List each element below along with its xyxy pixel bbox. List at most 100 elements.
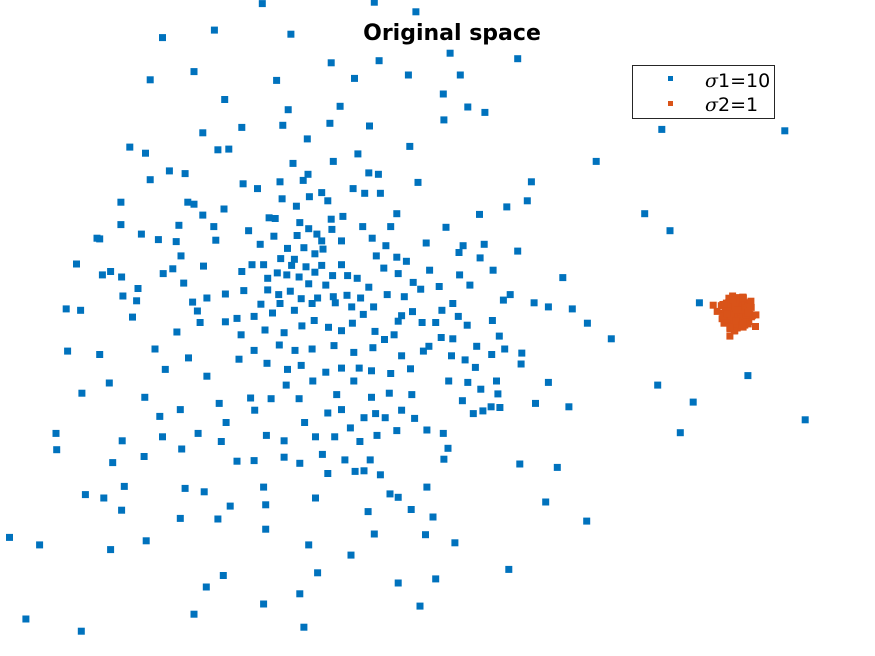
scatter-point-series-1 xyxy=(425,342,433,350)
scatter-point-series-1 xyxy=(365,283,373,291)
scatter-point-series-1 xyxy=(324,197,332,205)
scatter-point-series-1 xyxy=(303,135,311,143)
scatter-point-series-1 xyxy=(744,372,752,380)
scatter-point-series-1 xyxy=(423,483,431,491)
scatter-point-series-1 xyxy=(184,198,192,206)
scatter-point-series-1 xyxy=(459,242,467,250)
scatter-point-series-1 xyxy=(422,239,430,247)
scatter-point-series-1 xyxy=(432,575,440,583)
scatter-point-series-1 xyxy=(304,170,312,178)
scatter-point-series-1 xyxy=(278,195,286,203)
scatter-point-series-1 xyxy=(296,219,304,227)
scatter-point-series-1 xyxy=(419,347,427,355)
scatter-point-series-1 xyxy=(375,57,383,65)
scatter-point-series-1 xyxy=(280,329,288,337)
scatter-point-series-1 xyxy=(505,565,513,573)
scatter-point-series-1 xyxy=(220,205,228,213)
scatter-point-series-1 xyxy=(159,433,166,441)
scatter-point-series-1 xyxy=(695,299,703,307)
scatter-point-series-1 xyxy=(394,270,402,278)
scatter-point-series-1 xyxy=(172,238,180,246)
scatter-point-series-2 xyxy=(739,306,747,314)
scatter-point-series-1 xyxy=(347,551,355,559)
scatter-point-series-1 xyxy=(514,247,522,255)
scatter-point-series-1 xyxy=(36,541,44,549)
scatter-point-series-1 xyxy=(190,200,198,208)
scatter-point-series-1 xyxy=(676,429,684,437)
scatter-point-series-1 xyxy=(338,327,345,335)
scatter-point-series-1 xyxy=(226,502,234,510)
scatter-point-series-2 xyxy=(752,311,760,319)
scatter-point-series-1 xyxy=(77,627,85,635)
scatter-point-series-1 xyxy=(322,368,330,376)
scatter-point-series-1 xyxy=(289,159,297,167)
scatter-point-series-1 xyxy=(159,270,167,278)
scatter-point-series-1 xyxy=(463,321,471,329)
scatter-point-series-1 xyxy=(318,189,326,197)
scatter-point-series-1 xyxy=(318,261,326,269)
scatter-point-series-1 xyxy=(398,352,406,360)
scatter-point-series-1 xyxy=(276,178,284,186)
scatter-point-series-1 xyxy=(264,274,272,282)
scatter-point-series-2 xyxy=(727,312,735,320)
scatter-point-series-2 xyxy=(723,310,731,318)
scatter-point-series-1 xyxy=(400,293,408,301)
scatter-point-series-1 xyxy=(200,488,208,496)
scatter-point-series-1 xyxy=(440,116,448,124)
scatter-point-series-1 xyxy=(432,319,440,326)
scatter-point-series-1 xyxy=(494,390,502,398)
scatter-point-series-1 xyxy=(156,412,164,420)
scatter-point-series-1 xyxy=(442,223,450,231)
scatter-point-series-1 xyxy=(360,414,368,422)
scatter-point-series-2 xyxy=(735,312,742,320)
scatter-point-series-1 xyxy=(210,223,218,231)
scatter-point-series-1 xyxy=(461,356,469,364)
scatter-point-series-1 xyxy=(238,123,246,131)
scatter-point-series-1 xyxy=(517,360,525,368)
scatter-point-series-1 xyxy=(262,525,270,533)
scatter-point-series-2 xyxy=(744,308,752,316)
scatter-point-series-1 xyxy=(456,271,464,279)
scatter-point-series-1 xyxy=(516,460,524,468)
scatter-point-series-2 xyxy=(752,323,759,330)
scatter-point-series-1 xyxy=(217,438,225,445)
scatter-point-series-1 xyxy=(199,129,207,137)
scatter-point-series-1 xyxy=(423,426,431,434)
plot-area xyxy=(6,0,809,635)
scatter-point-series-1 xyxy=(297,295,305,303)
scatter-point-series-1 xyxy=(471,363,479,371)
scatter-point-series-1 xyxy=(411,414,419,422)
scatter-point-series-1 xyxy=(477,385,485,393)
scatter-point-series-2 xyxy=(745,303,753,311)
scatter-point-series-1 xyxy=(394,317,402,325)
scatter-point-series-1 xyxy=(393,427,401,435)
scatter-point-series-1 xyxy=(386,490,394,498)
scatter-point-series-1 xyxy=(271,215,279,222)
scatter-point-series-1 xyxy=(469,410,477,418)
scatter-point-series-1 xyxy=(338,237,345,245)
scatter-point-series-1 xyxy=(260,600,268,608)
scatter-point-series-1 xyxy=(262,501,270,509)
scatter-point-series-1 xyxy=(374,170,382,178)
scatter-point-series-1 xyxy=(181,484,189,492)
legend-label-series-2: σ2=1 xyxy=(705,94,758,116)
scatter-point-series-1 xyxy=(407,365,414,373)
scatter-point-series-1 xyxy=(338,406,345,414)
scatter-point-series-1 xyxy=(96,235,104,243)
scatter-point-series-1 xyxy=(409,278,417,286)
scatter-point-series-1 xyxy=(298,322,306,330)
scatter-point-series-2 xyxy=(727,300,735,308)
scatter-point-series-1 xyxy=(117,221,125,229)
scatter-point-series-1 xyxy=(312,433,319,441)
legend: σ1=10 σ2=1 xyxy=(632,65,775,119)
scatter-point-series-1 xyxy=(393,210,401,218)
scatter-point-series-1 xyxy=(81,491,89,499)
scatter-point-series-1 xyxy=(214,146,222,154)
scatter-point-series-1 xyxy=(64,347,72,355)
scatter-point-series-1 xyxy=(480,240,488,248)
scatter-point-series-1 xyxy=(237,331,245,339)
scatter-point-series-1 xyxy=(583,517,591,525)
scatter-point-series-1 xyxy=(568,305,576,313)
scatter-point-series-1 xyxy=(295,273,303,281)
scatter-point-series-1 xyxy=(129,313,136,321)
